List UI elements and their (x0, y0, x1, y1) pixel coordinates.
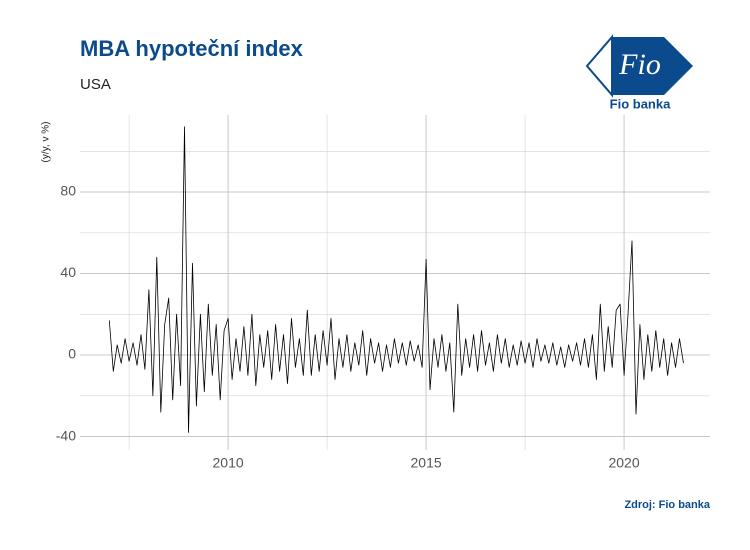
logo-shape (612, 37, 693, 95)
y-tick-label: 0 (68, 346, 76, 362)
source: Zdroj: Fio banka (624, 499, 710, 511)
y-tick-label: -40 (56, 427, 76, 443)
logo-mark: Fio (618, 48, 661, 81)
chart-subtitle: USA (80, 76, 111, 93)
logo-name: Fio banka (610, 96, 671, 111)
logo: Fio Fio banka (585, 34, 693, 111)
chart-title: MBA hypoteční index (80, 36, 304, 61)
y-tick-label: 80 (60, 183, 76, 199)
y-tick-label: 40 (60, 264, 76, 280)
x-tick-label: 2010 (213, 455, 244, 471)
logo-shape (585, 34, 613, 98)
x-tick-label: 2015 (411, 455, 442, 471)
y-axis-label: (y/y, v %) (41, 122, 52, 163)
x-tick-label: 2020 (608, 455, 639, 471)
line (108, 126, 684, 433)
